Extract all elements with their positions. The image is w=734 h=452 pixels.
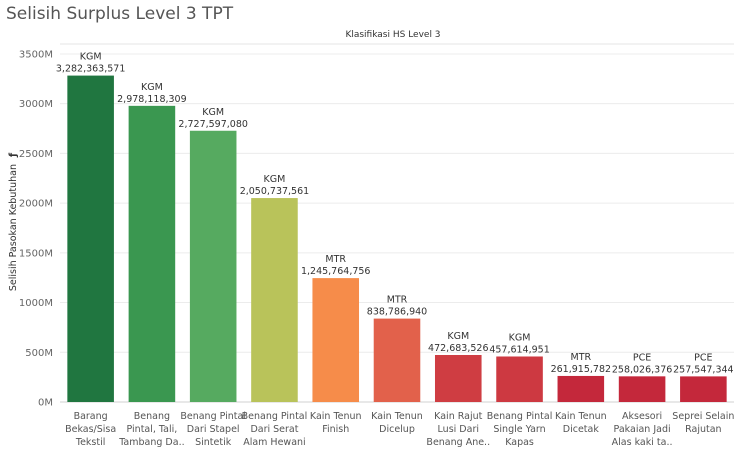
y-tick-label: 1500M xyxy=(19,248,53,259)
bar-value-label: 457,614,951 xyxy=(489,344,549,355)
category-label-line: Dicelup xyxy=(379,424,415,435)
category-label-line: Tambang Da.. xyxy=(118,437,184,448)
category-label: Barang Bekas/Sisa Tekstil xyxy=(65,411,116,448)
category-label-line: Dari Stapel xyxy=(187,424,240,435)
data-labels: KGM3,282,363,571KGM2,978,118,309KGM2,727… xyxy=(56,52,734,376)
page-title: Selisih Surplus Level 3 TPT xyxy=(6,4,234,24)
category-label-line: Sintetik xyxy=(195,437,232,448)
bar-unit-label: KGM xyxy=(447,331,469,342)
y-tick-label: 3500M xyxy=(19,49,53,60)
bar[interactable] xyxy=(128,105,176,402)
bar-unit-label: KGM xyxy=(80,52,102,63)
y-tick-label: 0M xyxy=(38,398,53,409)
category-label: Kain Tenun Dicetak xyxy=(555,411,607,435)
category-label: Kain Tenun Dicelup xyxy=(371,411,423,435)
category-label-line: Benang Pintal xyxy=(487,411,553,422)
category-label: Kain Tenun Finish xyxy=(310,411,362,435)
category-label-line: Barang xyxy=(74,411,108,422)
category-label-line: Dicetak xyxy=(563,424,600,435)
y-tick-label: 3000M xyxy=(19,99,53,110)
bar-unit-label: PCE xyxy=(633,352,651,363)
bar-unit-label: KGM xyxy=(264,174,286,185)
bar-value-label: 2,050,737,561 xyxy=(240,186,310,197)
category-label-line: Lusi Dari xyxy=(438,424,479,435)
bar[interactable] xyxy=(496,356,543,402)
bar-unit-label: KGM xyxy=(509,332,531,343)
category-label-line: Kain Tenun xyxy=(310,411,362,422)
bars xyxy=(67,75,727,403)
category-label-line: Tekstil xyxy=(75,437,106,448)
y-tick-label: 2500M xyxy=(19,149,53,160)
bar[interactable] xyxy=(373,318,421,402)
bar[interactable] xyxy=(680,376,727,402)
category-label: Kain Rajut Lusi Dari Benang Ane.. xyxy=(426,411,490,448)
category-label: Seprei Selain Rajutan xyxy=(672,411,734,435)
category-label-line: Pintal, Tali, xyxy=(127,424,178,435)
category-label-line: Benang Ane.. xyxy=(426,437,490,448)
category-label-line: Bekas/Sisa xyxy=(65,424,116,435)
bar[interactable] xyxy=(189,130,237,403)
category-label-line: Kain Tenun xyxy=(555,411,607,422)
bar-value-label: 838,786,940 xyxy=(367,307,427,318)
bar-value-label: 257,547,344 xyxy=(673,364,733,375)
category-label-line: Benang Pintal xyxy=(180,411,246,422)
category-label-line: Alas kaki ta.. xyxy=(612,437,673,448)
category-label-line: Aksesori xyxy=(622,411,662,422)
category-label-line: Seprei Selain xyxy=(672,411,734,422)
y-axis-label: Selisih Pasokan Kebutuhan ƒ xyxy=(8,152,19,291)
bar-value-label: 472,683,526 xyxy=(428,343,488,354)
column-header: Klasifikasi HS Level 3 xyxy=(345,30,440,40)
bar-unit-label: KGM xyxy=(141,82,163,93)
bar[interactable] xyxy=(251,198,298,402)
category-label-line: Single Yarn xyxy=(493,424,545,435)
bar[interactable] xyxy=(557,375,605,402)
category-label-line: Kain Rajut xyxy=(434,411,482,422)
bar[interactable] xyxy=(618,376,666,402)
category-label-line: Pakaian Jadi xyxy=(614,424,671,435)
bar-value-label: 261,915,782 xyxy=(551,364,611,375)
y-axis-sort-marker: ƒ xyxy=(8,152,19,158)
category-label-line: Alam Hewani xyxy=(243,437,305,448)
category-label: Aksesori Pakaian Jadi Alas kaki ta.. xyxy=(612,411,673,448)
category-label-line: Dari Serat xyxy=(250,424,298,435)
category-label: Benang Pintal, Tali, Tambang Da.. xyxy=(118,411,184,448)
bar-value-label: 2,978,118,309 xyxy=(117,94,187,105)
category-label: Benang Pintal Dari Serat Alam Hewani xyxy=(242,411,308,448)
bar-value-label: 3,282,363,571 xyxy=(56,64,126,75)
category-label-line: Benang Pintal xyxy=(242,411,308,422)
bar-unit-label: MTR xyxy=(387,295,408,306)
category-label-line: Kapas xyxy=(505,437,534,448)
category-labels: Barang Bekas/Sisa Tekstil Benang Pintal, Tal… xyxy=(65,411,734,448)
bar-unit-label: MTR xyxy=(325,254,346,265)
category-label-line: Finish xyxy=(322,424,349,435)
category-label-line: Rajutan xyxy=(685,424,721,435)
y-tick-label: 1000M xyxy=(19,298,53,309)
y-tick-label: 500M xyxy=(25,348,53,359)
bar[interactable] xyxy=(312,278,360,402)
category-label: Benang Pintal Single Yarn Kapas xyxy=(487,411,553,448)
bar-unit-label: KGM xyxy=(202,107,224,118)
bar-unit-label: MTR xyxy=(571,352,592,363)
category-label-line: Benang xyxy=(134,411,170,422)
bar-value-label: 1,245,764,756 xyxy=(301,266,371,277)
bar[interactable] xyxy=(434,354,482,402)
y-tick-label: 2000M xyxy=(19,199,53,210)
category-label: Benang Pintal Dari Stapel Sintetik xyxy=(180,411,246,448)
y-axis-ticks: 0M 500M 1000M 1500M 2000M 2500M 3000M 3500M xyxy=(19,49,53,408)
bar-value-label: 2,727,597,080 xyxy=(178,119,248,130)
y-axis-label-text: Selisih Pasokan Kebutuhan xyxy=(8,164,19,291)
bar-unit-label: PCE xyxy=(694,352,712,363)
bar-value-label: 258,026,376 xyxy=(612,364,672,375)
bar[interactable] xyxy=(67,75,114,402)
category-label-line: Kain Tenun xyxy=(371,411,423,422)
